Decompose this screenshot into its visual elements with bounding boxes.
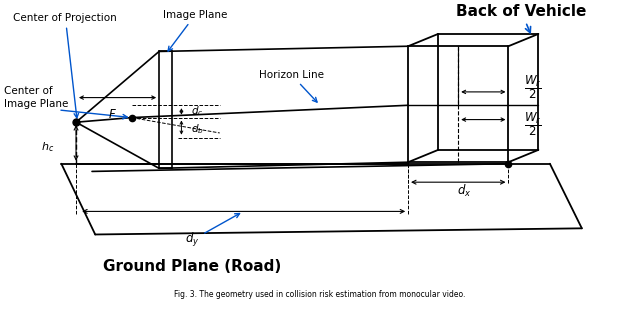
Text: $\dfrac{W_r}{2}$: $\dfrac{W_r}{2}$ [524,74,542,101]
Text: Back of Vehicle: Back of Vehicle [456,4,586,33]
Text: $h_c$: $h_c$ [41,140,54,154]
Text: Image Plane: Image Plane [163,10,228,51]
Text: Horizon Line: Horizon Line [259,70,324,102]
Text: $d_x$: $d_x$ [458,183,472,200]
Text: $F$: $F$ [108,108,117,121]
Text: $d_c$: $d_c$ [191,104,204,118]
Text: Ground Plane (Road): Ground Plane (Road) [103,259,281,274]
Text: Center of Projection: Center of Projection [13,13,117,118]
Text: $d_b$: $d_b$ [191,122,204,136]
Text: Fig. 3. The geometry used in collision risk estimation from monocular video.: Fig. 3. The geometry used in collision r… [174,290,466,299]
Text: $d_y$: $d_y$ [185,214,239,249]
Text: Center of
Image Plane: Center of Image Plane [4,87,68,109]
Text: $\dfrac{W_r}{2}$: $\dfrac{W_r}{2}$ [524,110,542,138]
